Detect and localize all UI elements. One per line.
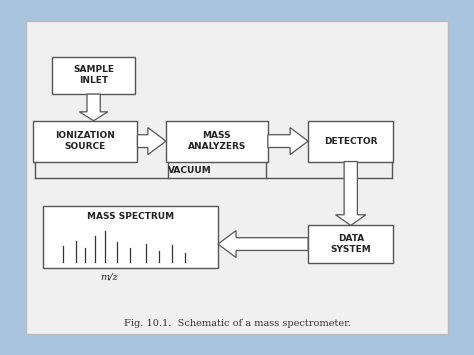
Bar [52,57,135,94]
Bar [43,206,218,268]
Bar [308,121,393,162]
Polygon shape [80,94,108,121]
Polygon shape [218,231,308,258]
Text: VACUUM: VACUUM [168,166,211,175]
Bar [308,225,393,263]
Polygon shape [137,127,166,155]
Text: MASS
ANALYZERS: MASS ANALYZERS [188,131,246,151]
Polygon shape [336,162,366,225]
Bar [166,121,268,162]
Polygon shape [268,127,308,155]
Bar [33,121,137,162]
Text: SAMPLE
INLET: SAMPLE INLET [73,65,114,86]
Text: Fig. 10.1.  Schematic of a mass spectrometer.: Fig. 10.1. Schematic of a mass spectrome… [124,319,350,328]
Text: DATA
SYSTEM: DATA SYSTEM [330,234,371,254]
Text: m/z: m/z [100,272,118,281]
Text: IONIZATION
SOURCE: IONIZATION SOURCE [55,131,115,151]
Bar [26,21,448,334]
Text: MASS SPECTRUM: MASS SPECTRUM [87,212,174,221]
Text: DETECTOR: DETECTOR [324,137,377,146]
